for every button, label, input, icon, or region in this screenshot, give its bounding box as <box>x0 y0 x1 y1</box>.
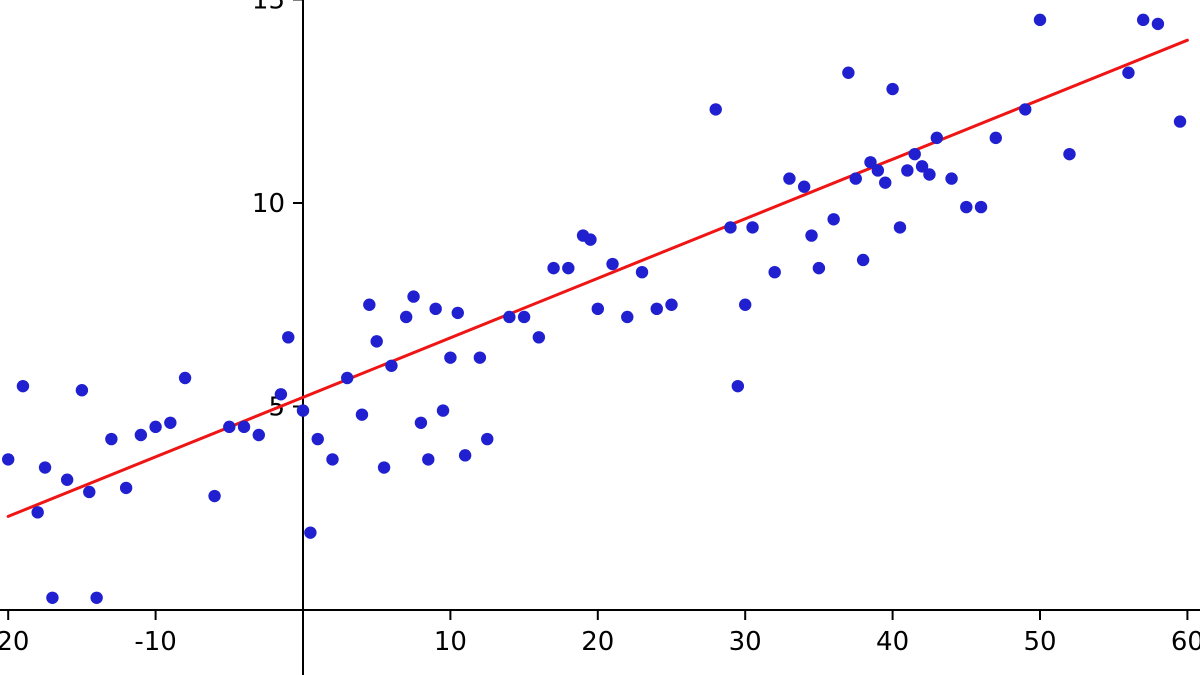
scatter-point <box>1063 148 1075 160</box>
scatter-point <box>341 372 353 384</box>
scatter-point <box>636 266 648 278</box>
x-tick-label: -10 <box>134 627 176 657</box>
scatter-point <box>481 433 493 445</box>
scatter-point <box>2 453 14 465</box>
scatter-point <box>1174 115 1186 127</box>
scatter-point <box>960 201 972 213</box>
scatter-point <box>547 262 559 274</box>
scatter-point <box>179 372 191 384</box>
scatter-point <box>422 453 434 465</box>
x-tick-label: 30 <box>729 627 762 657</box>
scatter-point <box>1152 18 1164 30</box>
scatter-point <box>886 83 898 95</box>
scatter-point <box>1137 14 1149 26</box>
scatter-point <box>894 221 906 233</box>
scatter-point <box>238 421 250 433</box>
scatter-point <box>61 474 73 486</box>
scatter-point <box>827 213 839 225</box>
scatter-point <box>923 168 935 180</box>
scatter-point <box>909 148 921 160</box>
scatter-point <box>606 258 618 270</box>
scatter-point <box>297 404 309 416</box>
scatter-point <box>739 299 751 311</box>
scatter-point <box>385 360 397 372</box>
scatter-point <box>149 421 161 433</box>
scatter-point <box>429 303 441 315</box>
scatter-point <box>710 103 722 115</box>
scatter-point <box>444 351 456 363</box>
scatter-point <box>990 132 1002 144</box>
scatter-point <box>253 429 265 441</box>
y-tick-label: 10 <box>252 189 285 219</box>
scatter-point <box>732 380 744 392</box>
scatter-chart: -20-1010203040506051015 <box>0 0 1200 675</box>
scatter-point <box>805 229 817 241</box>
scatter-point <box>105 433 117 445</box>
scatter-point <box>533 331 545 343</box>
scatter-point <box>17 380 29 392</box>
scatter-point <box>584 233 596 245</box>
scatter-point <box>872 164 884 176</box>
scatter-point <box>282 331 294 343</box>
scatter-point <box>746 221 758 233</box>
scatter-point <box>562 262 574 274</box>
scatter-point <box>452 307 464 319</box>
scatter-point <box>39 461 51 473</box>
scatter-point <box>356 408 368 420</box>
x-tick-label: 20 <box>581 627 614 657</box>
scatter-point <box>31 506 43 518</box>
scatter-point <box>1122 67 1134 79</box>
scatter-point <box>415 417 427 429</box>
scatter-point <box>363 299 375 311</box>
scatter-point <box>975 201 987 213</box>
scatter-point <box>798 181 810 193</box>
scatter-point <box>621 311 633 323</box>
x-tick-label: -20 <box>0 627 29 657</box>
scatter-point <box>592 303 604 315</box>
scatter-point <box>46 592 58 604</box>
scatter-point <box>400 311 412 323</box>
scatter-point <box>665 299 677 311</box>
scatter-point <box>518 311 530 323</box>
scatter-point <box>459 449 471 461</box>
scatter-point <box>83 486 95 498</box>
scatter-point <box>164 417 176 429</box>
scatter-point <box>945 172 957 184</box>
scatter-point <box>223 421 235 433</box>
scatter-point <box>724 221 736 233</box>
x-tick-label: 50 <box>1023 627 1056 657</box>
scatter-point <box>474 351 486 363</box>
scatter-point <box>326 453 338 465</box>
scatter-point <box>1034 14 1046 26</box>
scatter-point <box>304 526 316 538</box>
scatter-point <box>120 482 132 494</box>
y-tick-label: 15 <box>252 0 285 16</box>
scatter-point <box>850 172 862 184</box>
scatter-point <box>768 266 780 278</box>
scatter-point <box>437 404 449 416</box>
scatter-point <box>407 290 419 302</box>
scatter-point <box>76 384 88 396</box>
scatter-point <box>275 388 287 400</box>
regression-line <box>8 40 1187 516</box>
scatter-point <box>378 461 390 473</box>
scatter-point <box>90 592 102 604</box>
x-tick-label: 10 <box>434 627 467 657</box>
scatter-point <box>813 262 825 274</box>
x-tick-label: 40 <box>876 627 909 657</box>
scatter-point <box>503 311 515 323</box>
scatter-point <box>651 303 663 315</box>
scatter-point <box>857 254 869 266</box>
scatter-point <box>842 67 854 79</box>
scatter-point <box>371 335 383 347</box>
scatter-point <box>208 490 220 502</box>
scatter-point <box>931 132 943 144</box>
scatter-point <box>901 164 913 176</box>
scatter-point <box>879 176 891 188</box>
scatter-point <box>312 433 324 445</box>
x-tick-label: 60 <box>1171 627 1200 657</box>
scatter-point <box>1019 103 1031 115</box>
scatter-point <box>135 429 147 441</box>
scatter-point <box>783 172 795 184</box>
